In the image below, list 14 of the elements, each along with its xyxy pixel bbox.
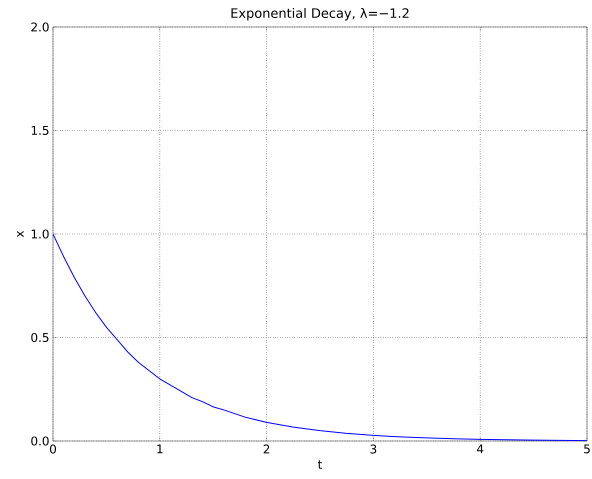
x-tick-label: 2 xyxy=(264,444,270,454)
x-tick-label: 3 xyxy=(370,444,376,454)
y-axis-title: x xyxy=(17,230,24,238)
y-tick-label: 2.0 xyxy=(31,22,49,32)
x-tick-label: 5 xyxy=(584,444,590,454)
y-tick-label: 0.5 xyxy=(31,332,48,342)
x-tick-label: 4 xyxy=(476,444,484,454)
x-tick-label: 1 xyxy=(157,444,162,454)
y-tick-label: 1.5 xyxy=(32,126,48,135)
y-tick-label: 1.0 xyxy=(32,229,49,239)
x-axis-title: t xyxy=(318,460,322,469)
x-tick-label: 0 xyxy=(50,444,56,454)
chart-title: Exponential Decay, λ=−1.2 xyxy=(231,8,408,20)
y-tick-label: 0.0 xyxy=(31,436,49,446)
